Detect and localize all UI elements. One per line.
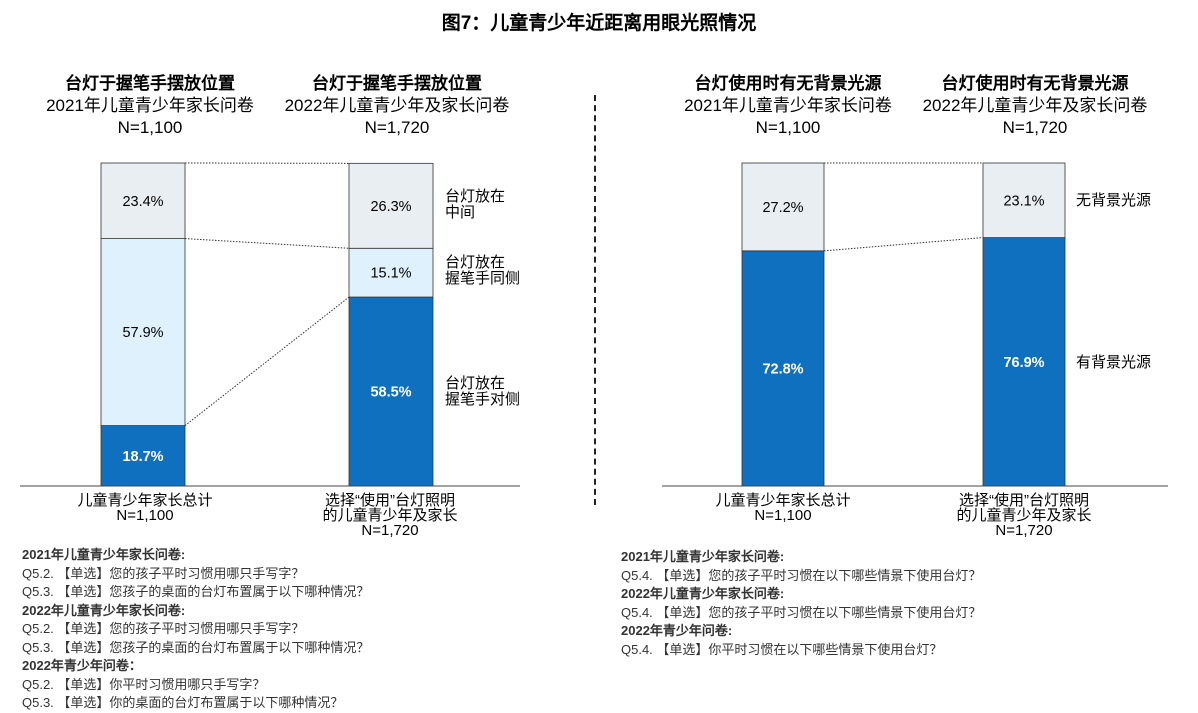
note-line: 2022年青少年问卷:: [621, 622, 1181, 641]
note-line: 2022年青少年问卷：: [22, 657, 582, 676]
x-label-line: 选择“使用”台灯照明: [919, 493, 1129, 508]
legend-line: 中间: [445, 205, 505, 221]
data-label: 23.1%: [1003, 193, 1044, 209]
note-line: Q5.4. 【单选】你平时习惯在以下哪些情景下使用台灯？: [621, 641, 1181, 660]
panel-divider: [594, 95, 596, 505]
legend-line: 台灯放在: [445, 189, 505, 205]
data-label: 23.4%: [122, 194, 163, 210]
legend-middle: 台灯放在 中间: [445, 189, 505, 221]
left-x-label-2: 选择“使用”台灯照明 的儿童青少年及家长 N=1,720: [285, 493, 495, 538]
data-label: 18.7%: [122, 449, 163, 465]
connector-line: [824, 238, 983, 251]
right-x-label-2: 选择“使用”台灯照明 的儿童青少年及家长 N=1,720: [919, 493, 1129, 538]
x-label-line: 儿童青少年家长总计: [678, 493, 888, 508]
legend-line: 台灯放在: [445, 376, 520, 392]
note-line: Q5.2. 【单选】您的孩子平时习惯用哪只手写字？: [22, 565, 582, 584]
note-line: 2022年儿童青少年家长问卷:: [22, 602, 582, 621]
note-line: Q5.3. 【单选】您孩子的桌面的台灯布置属于以下哪种情况？: [22, 583, 582, 602]
data-label: 27.2%: [762, 200, 803, 216]
note-line: Q5.3. 【单选】你的桌面的台灯布置属于以下哪种情况？: [22, 694, 582, 713]
note-line: Q5.2. 【单选】你平时习惯用哪只手写字？: [22, 676, 582, 695]
x-label-line: N=1,100: [678, 508, 888, 523]
legend-opposite-side: 台灯放在 握笔手对侧: [445, 376, 520, 408]
connector-line: [185, 239, 349, 249]
right-x-label-1: 儿童青少年家长总计 N=1,100: [678, 493, 888, 523]
data-label: 26.3%: [370, 199, 411, 215]
legend-line: 握笔手对侧: [445, 392, 520, 408]
note-line: Q5.4. 【单选】您的孩子平时习惯在以下哪些情景下使用台灯？: [621, 604, 1181, 623]
legend-same-side: 台灯放在 握笔手同侧: [445, 255, 520, 287]
note-line: 2021年儿童青少年家长问卷:: [621, 548, 1181, 567]
left-notes: 2021年儿童青少年家长问卷: Q5.2. 【单选】您的孩子平时习惯用哪只手写字…: [22, 546, 582, 713]
note-line: Q5.4. 【单选】您的孩子平时习惯在以下哪些情景下使用台灯？: [621, 567, 1181, 586]
note-line: Q5.2. 【单选】您的孩子平时习惯用哪只手写字？: [22, 620, 582, 639]
data-label: 58.5%: [370, 385, 411, 401]
x-label-line: N=1,720: [919, 523, 1129, 538]
data-label: 57.9%: [122, 325, 163, 341]
note-line: Q5.3. 【单选】您孩子的桌面的台灯布置属于以下哪种情况？: [22, 639, 582, 658]
note-line: 2021年儿童青少年家长问卷:: [22, 546, 582, 565]
legend-line: 握笔手同侧: [445, 271, 520, 287]
data-label: 15.1%: [370, 266, 411, 282]
x-label-line: 儿童青少年家长总计: [40, 493, 250, 508]
note-line: 2022年儿童青少年家长问卷:: [621, 585, 1181, 604]
legend-line: 有背景光源: [1076, 355, 1151, 371]
x-label-line: 的儿童青少年及家长: [285, 508, 495, 523]
legend-line: 无背景光源: [1076, 193, 1151, 209]
x-label-line: 的儿童青少年及家长: [919, 508, 1129, 523]
legend-line: 台灯放在: [445, 255, 520, 271]
x-label-line: 选择“使用”台灯照明: [285, 493, 495, 508]
legend-no-background-light: 无背景光源: [1076, 193, 1151, 209]
right-notes: 2021年儿童青少年家长问卷: Q5.4. 【单选】您的孩子平时习惯在以下哪些情…: [621, 548, 1181, 659]
connector-line: [185, 297, 349, 426]
data-label: 76.9%: [1003, 355, 1044, 371]
x-label-line: N=1,100: [40, 508, 250, 523]
left-x-label-1: 儿童青少年家长总计 N=1,100: [40, 493, 250, 523]
x-label-line: N=1,720: [285, 523, 495, 538]
data-label: 72.8%: [762, 361, 803, 377]
legend-with-background-light: 有背景光源: [1076, 355, 1151, 371]
